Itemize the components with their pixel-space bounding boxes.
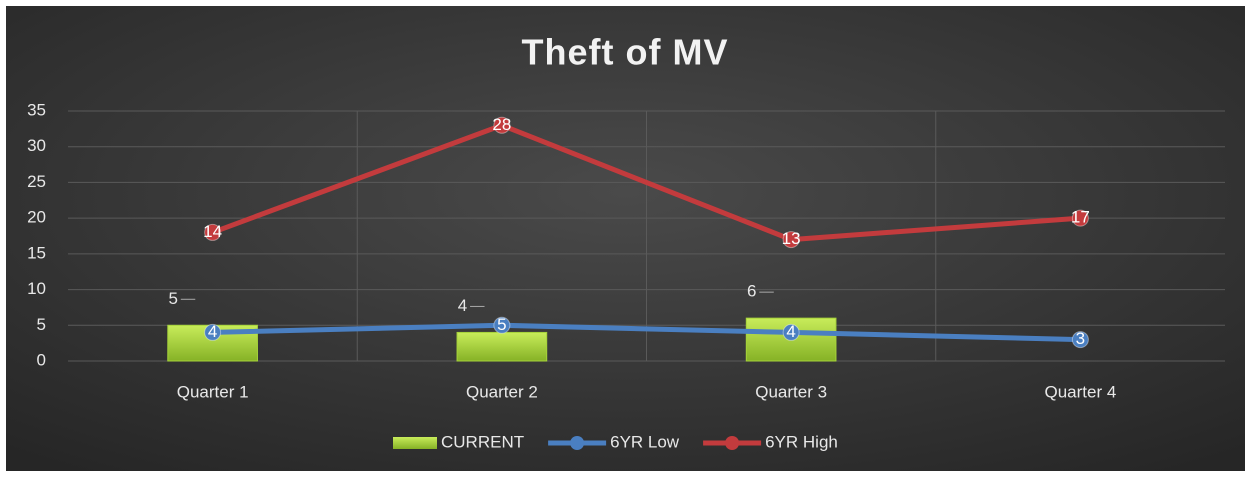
legend-swatch [393, 437, 437, 449]
x-tick-label: Quarter 2 [466, 382, 538, 401]
legend-swatch [570, 436, 585, 450]
data-label: 3 [1076, 329, 1085, 348]
y-tick-label: 35 [27, 100, 46, 119]
legend-swatch [725, 436, 740, 450]
y-tick-label: 0 [37, 350, 46, 369]
point [782, 231, 800, 249]
point [493, 316, 511, 334]
y-tick-label: 20 [27, 208, 46, 227]
data-label: 13 [782, 229, 801, 248]
x-tick-label: Quarter 4 [1044, 382, 1116, 401]
x-tick-label: Quarter 1 [177, 382, 249, 401]
data-label: 14 [203, 222, 222, 241]
point [204, 223, 222, 241]
line [212, 322, 1081, 343]
legend-label: 6YR Low [610, 432, 680, 451]
x-tick-label: Quarter 3 [755, 382, 827, 401]
y-tick-label: 5 [37, 315, 46, 334]
legend-label: CURRENT [441, 432, 524, 451]
point [493, 116, 511, 134]
data-label: 4 [786, 322, 795, 341]
data-label: 4 [458, 296, 467, 315]
point [204, 323, 222, 341]
y-tick-label: 25 [27, 172, 46, 191]
data-label: 5 [497, 315, 506, 334]
bar [456, 331, 548, 362]
point [1071, 331, 1089, 349]
data-label: 5 [168, 289, 177, 308]
point [1071, 209, 1089, 227]
legend-label: 6YR High [765, 432, 838, 451]
point [782, 323, 800, 341]
y-tick-label: 15 [27, 243, 46, 262]
line [211, 122, 1081, 243]
y-tick-label: 30 [27, 136, 46, 155]
data-label: 28 [492, 115, 511, 134]
data-label: 6 [747, 282, 756, 301]
y-tick-label: 10 [27, 279, 46, 298]
data-label: 4 [208, 322, 217, 341]
chart-title: Theft of MV [522, 32, 729, 73]
data-label: 17 [1071, 208, 1090, 227]
